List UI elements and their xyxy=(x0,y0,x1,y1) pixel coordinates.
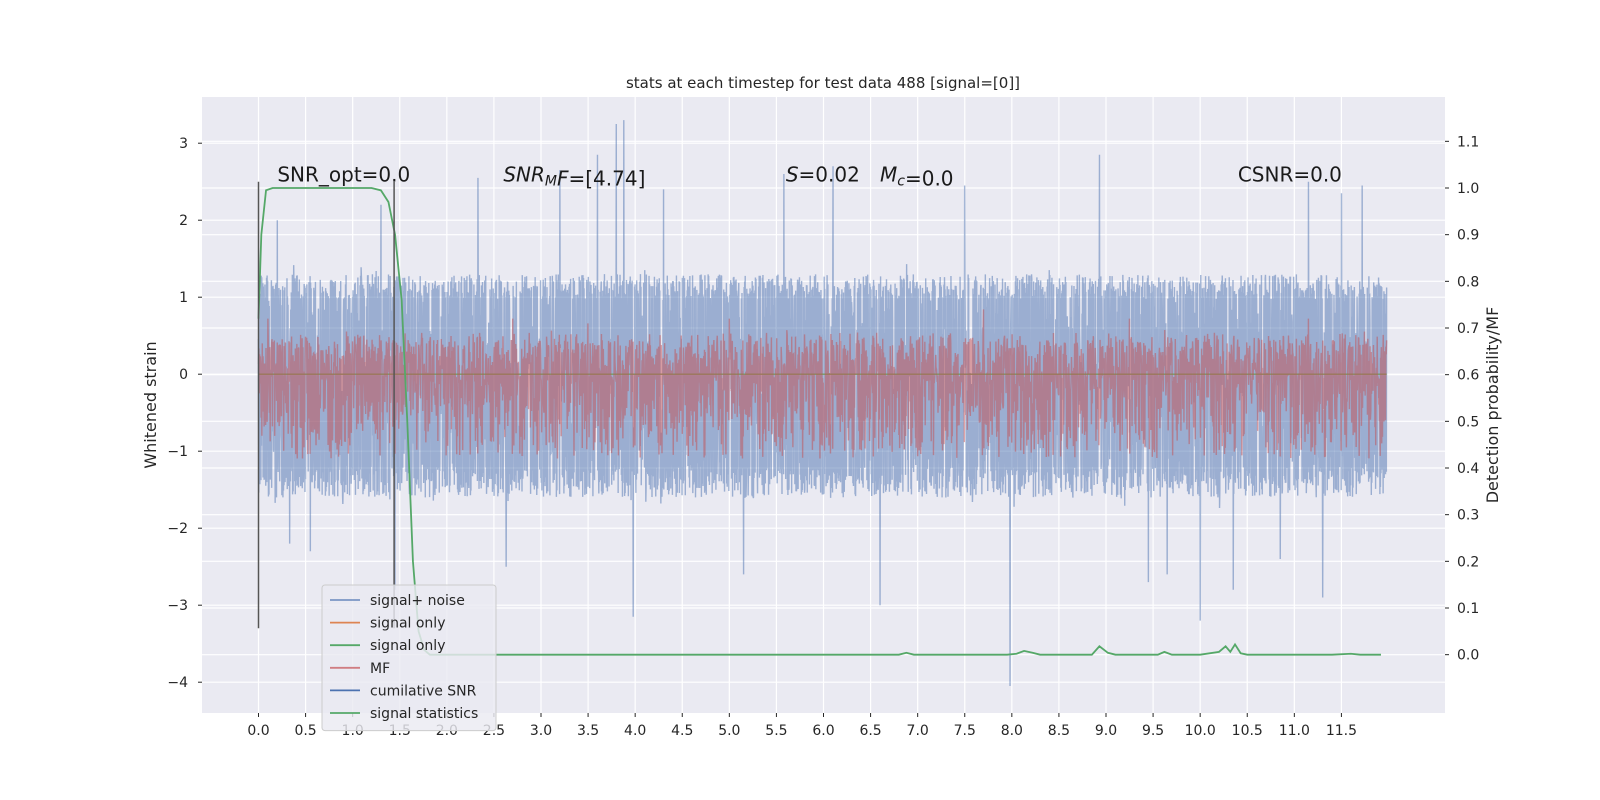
x-axis: 0.00.51.01.52.02.53.03.54.04.55.05.56.06… xyxy=(247,713,1357,739)
y2-tick-label-4: 0.4 xyxy=(1457,461,1479,477)
y2-tick-label-5: 0.5 xyxy=(1457,414,1479,430)
chart-title: stats at each timestep for test data 488… xyxy=(626,74,1020,92)
x-tick-label-23: 11.5 xyxy=(1326,723,1357,739)
x-tick-label-0: 0.0 xyxy=(247,723,269,739)
y-tick-label-4: 0 xyxy=(179,367,188,383)
x-tick-label-10: 5.0 xyxy=(718,723,740,739)
legend-box xyxy=(321,584,497,732)
y2-tick-label-2: 0.2 xyxy=(1457,554,1479,570)
y2-tick-label-0: 0.0 xyxy=(1457,648,1479,664)
x-tick-label-1: 0.5 xyxy=(294,723,316,739)
x-tick-label-9: 4.5 xyxy=(671,723,693,739)
y2-tick-label-3: 0.3 xyxy=(1457,508,1479,524)
x-tick-label-7: 3.5 xyxy=(577,723,599,739)
legend-label-5: signal statistics xyxy=(370,706,478,722)
y-axis-left: −4 −3 −2 −1 0 1 2 3 xyxy=(167,136,202,691)
x-tick-label-20: 10.0 xyxy=(1185,723,1216,739)
y-tick-label-6: 2 xyxy=(179,213,188,229)
y-tick-label-1: −3 xyxy=(167,598,188,614)
annotation-stat-mc: Mc=0.0 xyxy=(880,163,954,191)
y-tick-label-7: 3 xyxy=(179,136,188,152)
x-tick-label-21: 10.5 xyxy=(1232,723,1263,739)
x-tick-label-6: 3.0 xyxy=(530,723,552,739)
legend-label-3: MF xyxy=(370,661,390,677)
series-layer xyxy=(257,120,1388,687)
annotation-stat-s: S=0.02 xyxy=(786,163,860,187)
x-tick-label-12: 6.0 xyxy=(812,723,834,739)
y2-tick-label-1: 0.1 xyxy=(1457,601,1479,617)
legend-label-0: signal+ noise xyxy=(370,593,465,609)
y2-tick-label-11: 1.1 xyxy=(1457,134,1479,150)
y-tick-label-5: 1 xyxy=(179,290,188,306)
series-3-trace xyxy=(257,309,1388,459)
y2-tick-label-8: 0.8 xyxy=(1457,274,1479,290)
annotation-csnr: CSNR=0.0 xyxy=(1238,163,1342,187)
y-axis-label: Whitened strain xyxy=(141,341,160,468)
legend-label-1: signal only xyxy=(370,616,445,632)
y-tick-label-2: −2 xyxy=(167,521,188,537)
y2-tick-label-10: 1.0 xyxy=(1457,181,1479,197)
x-tick-label-13: 6.5 xyxy=(859,723,881,739)
x-tick-label-15: 7.5 xyxy=(954,723,976,739)
x-tick-label-22: 11.0 xyxy=(1279,723,1310,739)
annotations: SNR_opt=0.0 SNRMF=[4.74] S=0.02 Mc=0.0 CSNR=… xyxy=(277,163,1342,191)
annotation-snr-mf: SNRMF=[4.74] xyxy=(503,163,645,191)
y2-tick-label-6: 0.6 xyxy=(1457,368,1479,384)
y2-tick-label-7: 0.7 xyxy=(1457,321,1479,337)
y-tick-label-0: −4 xyxy=(167,675,188,691)
y-tick-label-3: −1 xyxy=(167,444,188,460)
y2-axis-label: Detection probability/MF xyxy=(1483,307,1502,504)
legend: signal+ noise signal only signal only MF cum… xyxy=(321,584,497,732)
y-axis-right: 0.0 0.1 0.2 0.3 0.4 0.5 0.6 0.7 0.8 0.9 1.0 1.1 xyxy=(1445,134,1479,664)
legend-label-2: signal only xyxy=(370,638,445,654)
x-tick-label-19: 9.5 xyxy=(1142,723,1164,739)
x-tick-label-16: 8.0 xyxy=(1001,723,1023,739)
x-tick-label-18: 9.0 xyxy=(1095,723,1117,739)
annotation-snr-opt: SNR_opt=0.0 xyxy=(277,163,410,187)
vline-layer xyxy=(257,181,395,629)
y2-tick-label-9: 0.9 xyxy=(1457,228,1479,244)
x-tick-label-8: 4.0 xyxy=(624,723,646,739)
legend-label-4: cumilative SNR xyxy=(370,683,477,699)
series-5-line xyxy=(257,187,1381,656)
x-tick-label-17: 8.5 xyxy=(1048,723,1070,739)
x-tick-label-11: 5.5 xyxy=(765,723,787,739)
x-tick-label-14: 7.0 xyxy=(907,723,929,739)
